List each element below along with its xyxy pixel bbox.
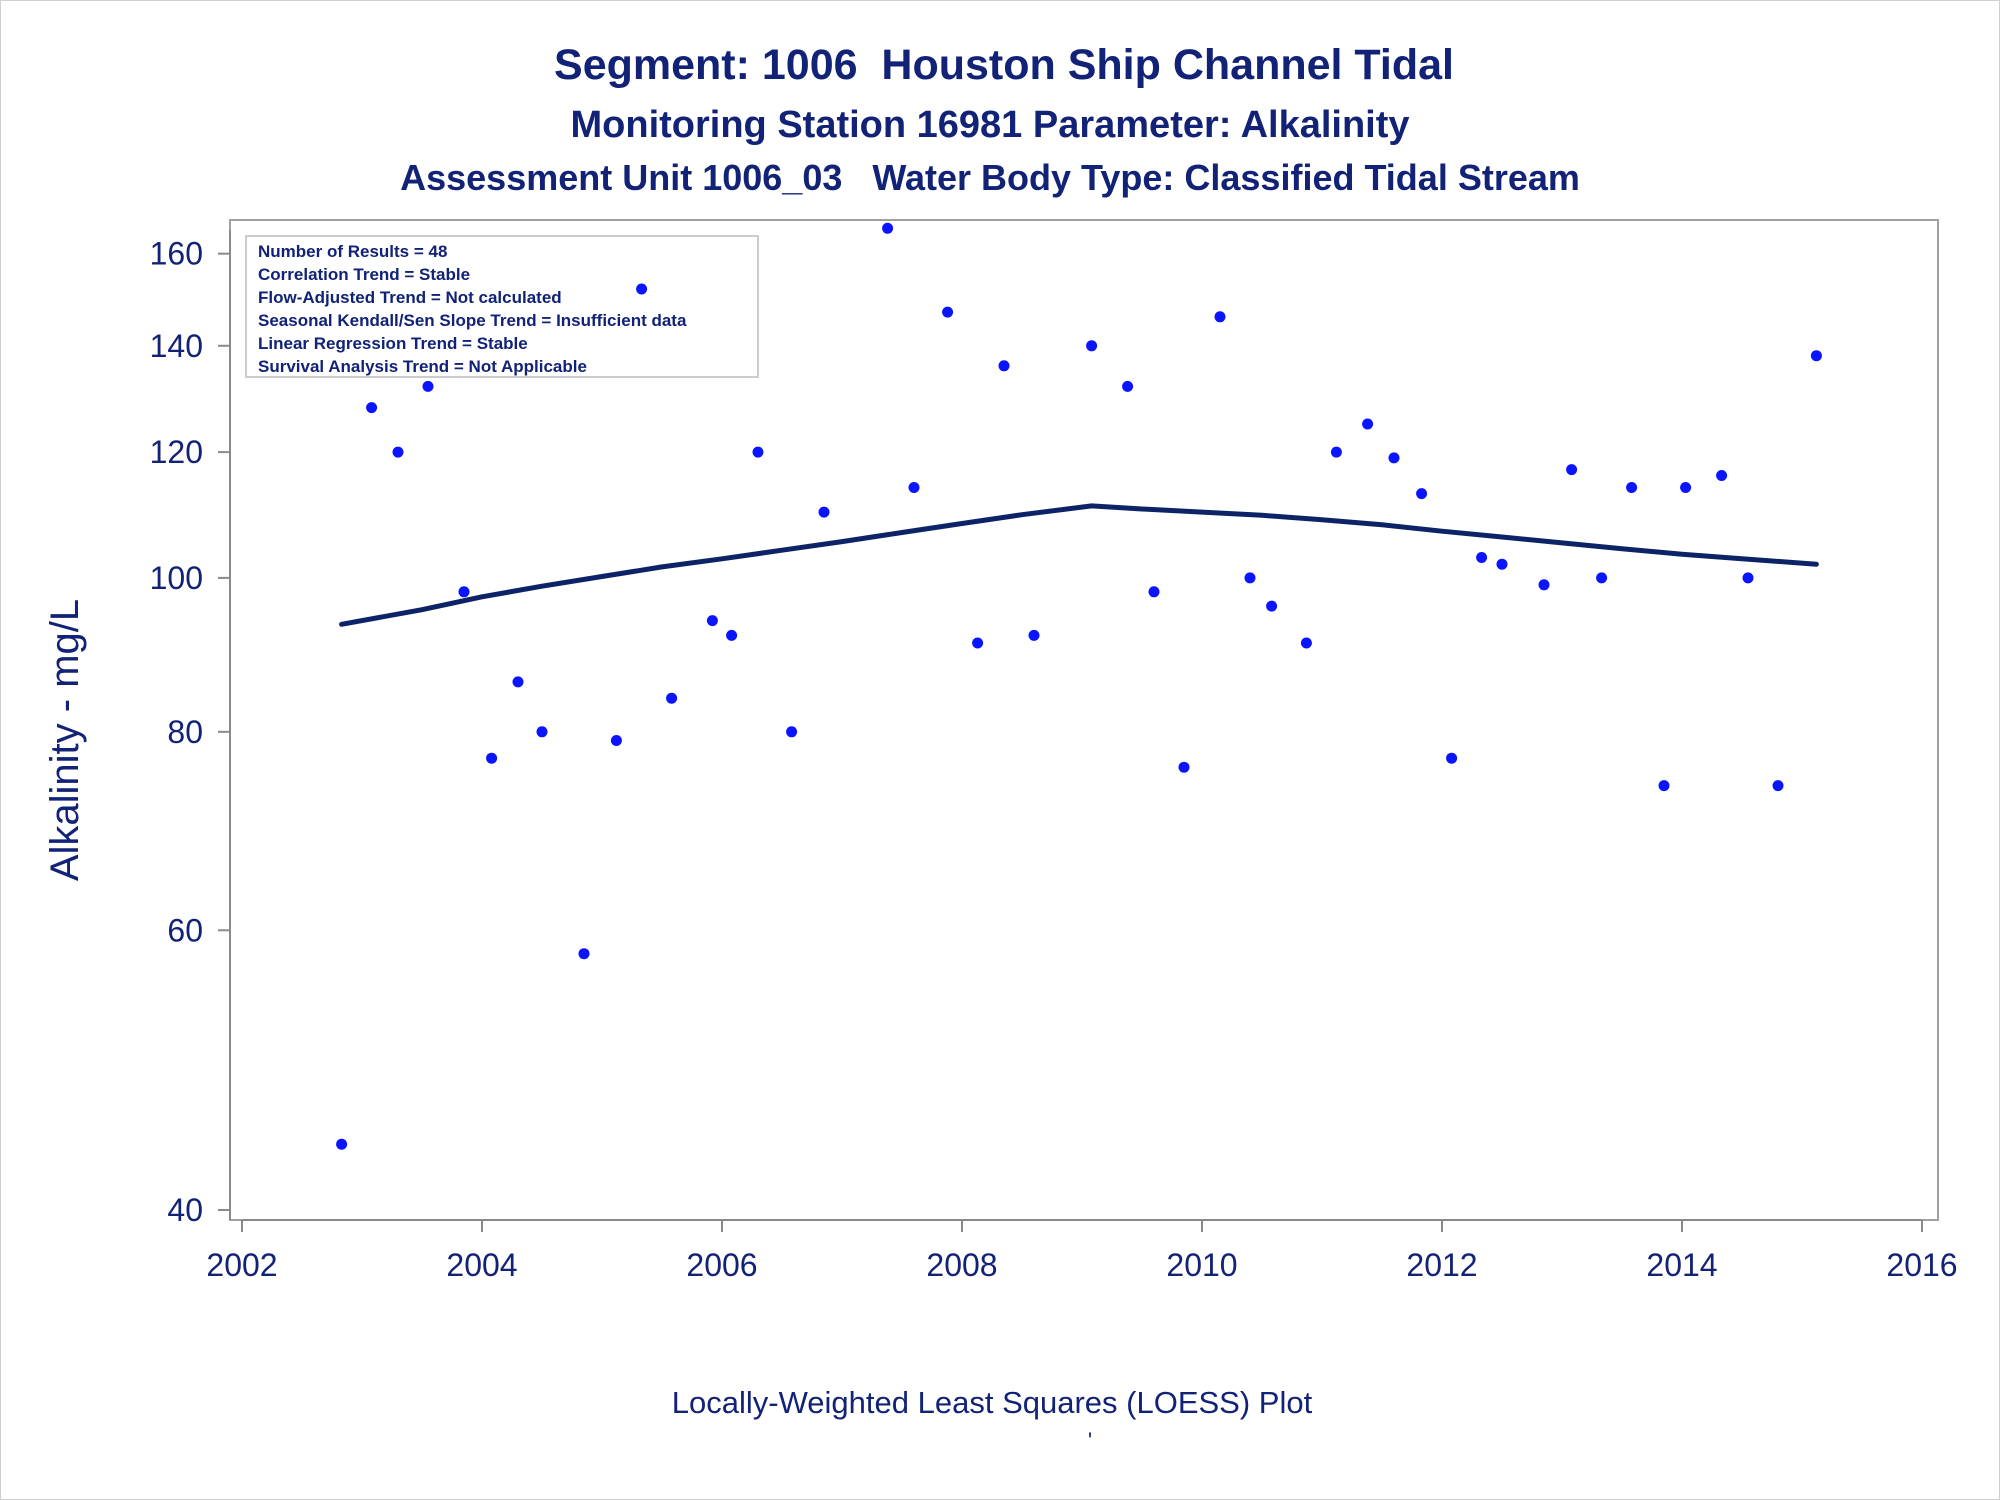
data-point <box>666 692 678 704</box>
data-point <box>578 948 590 960</box>
data-point <box>422 380 434 392</box>
stats-box: Number of Results = 48 Correlation Trend… <box>245 235 759 378</box>
data-point <box>1772 780 1784 792</box>
x-tick-label: 2008 <box>926 1247 997 1283</box>
stats-line-linear-regression: Linear Regression Trend = Stable <box>258 334 528 353</box>
data-point <box>1362 418 1374 430</box>
data-point <box>1148 586 1160 598</box>
loess-curve <box>339 503 1819 627</box>
y-tick-label: 80 <box>167 714 203 750</box>
data-point <box>1122 380 1134 392</box>
data-point <box>1028 629 1040 641</box>
data-point <box>1214 311 1226 323</box>
data-point <box>706 615 718 627</box>
data-point <box>752 446 764 458</box>
data-point <box>366 402 378 414</box>
data-point <box>392 446 404 458</box>
y-tick-label: 120 <box>150 434 203 470</box>
chart-title: Segment: 1006 Houston Ship Channel Tidal <box>554 41 1454 89</box>
x-tick-label: 2010 <box>1166 1247 1237 1283</box>
data-point <box>1716 470 1728 481</box>
footnote-mark: ' <box>1088 1428 1092 1453</box>
data-point <box>726 629 738 641</box>
data-point <box>818 506 830 518</box>
data-point <box>1266 600 1278 612</box>
data-point <box>1416 488 1428 500</box>
y-tick-label: 140 <box>150 328 203 364</box>
data-point <box>536 726 548 738</box>
data-point <box>1596 572 1608 584</box>
data-point <box>1538 579 1550 591</box>
x-tick-label: 2006 <box>686 1247 757 1283</box>
x-axis: 2002 2004 2006 2008 2010 2012 2014 2016 <box>206 1219 1958 1283</box>
stats-line-correlation: Correlation Trend = Stable <box>258 265 470 284</box>
data-point <box>786 726 798 738</box>
series-layer <box>336 222 1822 1150</box>
stats-line-results: Number of Results = 48 <box>258 242 447 261</box>
x-tick-label: 2002 <box>206 1247 277 1283</box>
data-point <box>1446 752 1458 764</box>
y-axis-label: Alkalinity - mg/L <box>43 599 87 881</box>
y-tick-label: 100 <box>150 560 203 596</box>
data-point <box>942 306 954 318</box>
data-point <box>1388 452 1400 464</box>
data-point <box>1300 637 1312 649</box>
stats-line-seasonal-kendall: Seasonal Kendall/Sen Slope Trend = Insuf… <box>258 311 687 330</box>
stats-box-border <box>245 235 759 378</box>
data-point <box>1086 340 1098 352</box>
data-point <box>1330 446 1342 458</box>
x-tick-label: 2014 <box>1646 1247 1717 1283</box>
data-point <box>1810 350 1822 362</box>
y-tick-label: 60 <box>167 912 203 948</box>
data-point <box>336 1138 348 1150</box>
chart-subtitle-2: Assessment Unit 1006_03 Water Body Type:… <box>400 157 1580 198</box>
data-point <box>1476 552 1488 563</box>
x-tick-label: 2016 <box>1886 1247 1957 1283</box>
y-tick-label: 40 <box>167 1192 203 1228</box>
data-point <box>908 482 920 493</box>
data-point <box>1658 780 1670 792</box>
y-tick-label: 160 <box>150 236 203 272</box>
x-tick-label: 2012 <box>1406 1247 1477 1283</box>
y-axis: 40 60 80 100 120 140 160 <box>150 230 231 1228</box>
data-point <box>636 283 648 295</box>
data-point <box>972 637 984 649</box>
stats-line-flow-adjusted: Flow-Adjusted Trend = Not calculated <box>258 288 562 307</box>
chart-subtitle: Monitoring Station 16981 Parameter: Alka… <box>570 104 1409 146</box>
x-tick-label: 2004 <box>446 1247 517 1283</box>
data-point <box>998 360 1010 372</box>
data-point <box>1566 464 1578 476</box>
footnote: Locally-Weighted Least Squares (LOESS) P… <box>672 1385 1313 1420</box>
data-point <box>1496 558 1508 570</box>
data-point <box>1742 572 1754 584</box>
data-point <box>1626 482 1638 493</box>
data-point <box>1680 482 1692 493</box>
data-point <box>458 586 470 598</box>
stats-line-survival: Survival Analysis Trend = Not Applicable <box>258 357 587 376</box>
data-point <box>610 735 622 746</box>
data-point <box>512 676 524 688</box>
data-point <box>1178 761 1190 773</box>
data-point <box>1244 572 1256 584</box>
data-point <box>882 222 894 234</box>
data-point <box>486 752 498 764</box>
